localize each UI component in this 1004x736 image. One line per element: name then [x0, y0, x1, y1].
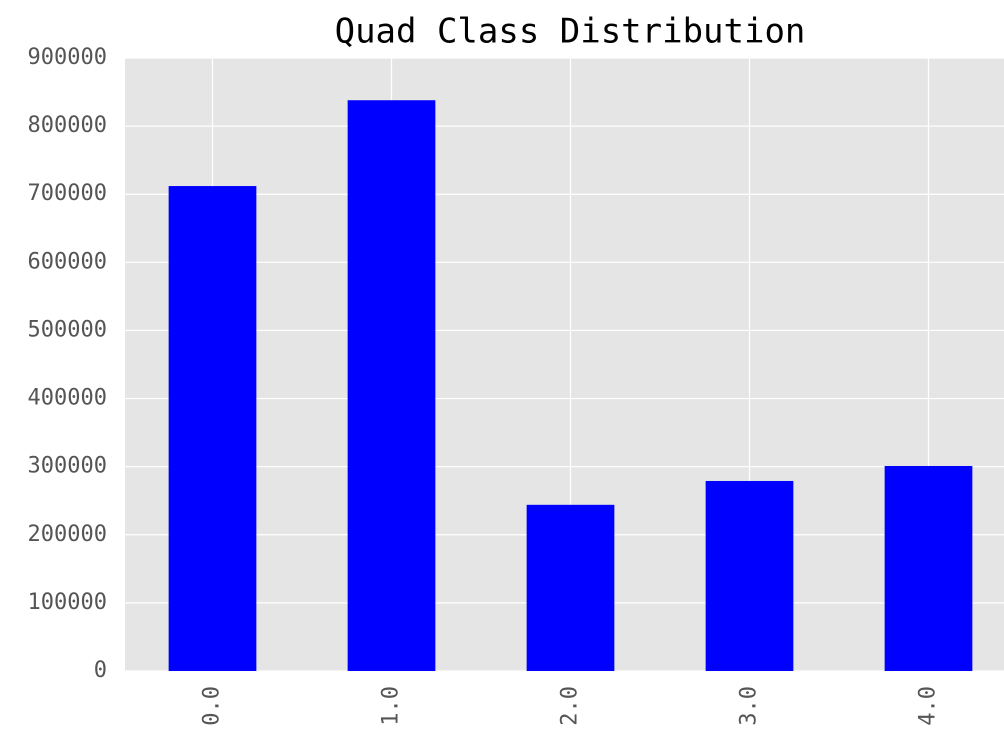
- y-tick-label: 100000: [28, 590, 107, 615]
- y-tick-label: 700000: [28, 181, 107, 206]
- y-tick-label: 900000: [28, 45, 107, 70]
- bar: [884, 465, 973, 671]
- bar: [347, 100, 436, 672]
- y-tick-label: 300000: [28, 454, 107, 479]
- y-tick-label: 400000: [28, 386, 107, 411]
- y-tick-label: 200000: [28, 522, 107, 547]
- bar: [168, 186, 257, 671]
- x-tick-label: 4.0: [916, 686, 941, 726]
- y-tick-label: 0: [94, 658, 107, 683]
- x-tick-label: 0.0: [200, 686, 225, 726]
- x-tick-label: 3.0: [737, 686, 762, 726]
- chart-title: Quad Class Distribution: [335, 12, 806, 52]
- x-tick-label: 1.0: [379, 686, 404, 726]
- y-tick-label: 500000: [28, 317, 107, 342]
- y-tick-label: 600000: [28, 249, 107, 274]
- bar: [526, 504, 615, 671]
- y-tick-label: 800000: [28, 113, 107, 138]
- bar: [705, 480, 794, 671]
- x-tick-label: 2.0: [558, 686, 583, 726]
